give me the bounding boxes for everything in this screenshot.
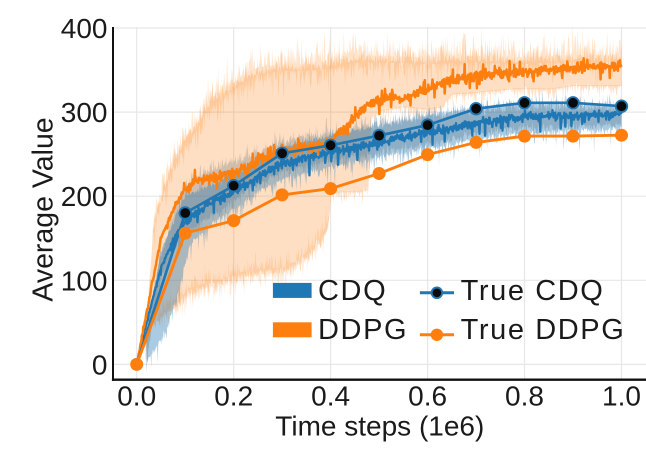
svg-text:200: 200 xyxy=(61,181,108,212)
svg-text:0.0: 0.0 xyxy=(117,381,156,412)
svg-text:400: 400 xyxy=(61,13,108,44)
svg-text:Average Value: Average Value xyxy=(28,117,60,301)
svg-text:True DDPG: True DDPG xyxy=(461,314,626,346)
svg-text:Time steps (1e6): Time steps (1e6) xyxy=(275,411,484,442)
svg-text:1.0: 1.0 xyxy=(602,381,641,412)
svg-text:0.2: 0.2 xyxy=(214,381,253,412)
svg-text:True CDQ: True CDQ xyxy=(461,275,605,307)
svg-text:0.4: 0.4 xyxy=(311,381,350,412)
svg-text:DDPG: DDPG xyxy=(318,314,408,346)
svg-text:0.6: 0.6 xyxy=(408,381,447,412)
svg-text:0: 0 xyxy=(92,349,108,380)
svg-text:0.8: 0.8 xyxy=(505,381,544,412)
svg-text:CDQ: CDQ xyxy=(318,275,387,307)
svg-text:300: 300 xyxy=(61,97,108,128)
svg-text:100: 100 xyxy=(61,265,108,296)
